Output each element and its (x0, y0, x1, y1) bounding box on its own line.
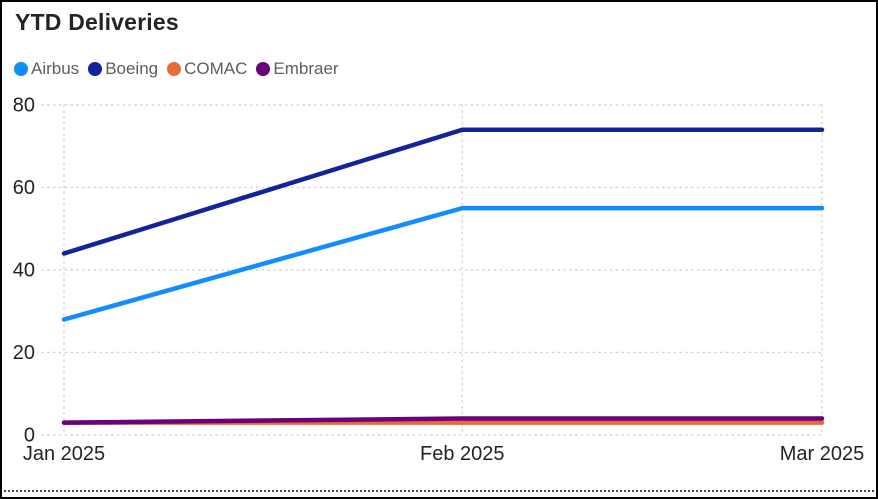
chart-title: YTD Deliveries (15, 9, 179, 35)
legend-marker-icon (14, 62, 28, 76)
legend-label: Embraer (273, 59, 339, 78)
x-axis-tick-label: Jan 2025 (23, 443, 105, 465)
x-axis-tick-label: Mar 2025 (780, 443, 865, 465)
boeing-line[interactable] (61, 127, 825, 256)
dotted-border (4, 490, 874, 492)
y-axis-tick-label: 20 (13, 342, 35, 364)
legend: Airbus Boeing COMAC Embraer (14, 58, 348, 80)
y-axis-tick-label: 80 (13, 95, 35, 117)
legend-marker-icon (167, 62, 182, 76)
line-chart: 0 20 40 60 80 Jan 2025 Feb 2025 Mar 2025 (13, 95, 865, 466)
legend-label: Boeing (105, 59, 159, 78)
legend-label: Airbus (31, 59, 80, 78)
airbus-line[interactable] (61, 205, 825, 322)
legend-marker-icon (88, 62, 103, 76)
legend-marker-icon (256, 62, 271, 76)
y-axis-tick-label: 40 (13, 260, 35, 282)
legend-label: COMAC (184, 59, 248, 78)
legend-item-airbus[interactable]: Airbus (14, 58, 79, 80)
legend-item-comac[interactable]: COMAC (167, 58, 247, 80)
y-axis-tick-label: 0 (24, 425, 35, 447)
y-axis-tick-label: 60 (13, 177, 35, 199)
x-axis-tick-label: Feb 2025 (420, 443, 505, 465)
legend-item-embraer[interactable]: Embraer (256, 58, 339, 80)
embraer-line[interactable] (61, 416, 825, 425)
legend-item-boeing[interactable]: Boeing (88, 58, 158, 80)
